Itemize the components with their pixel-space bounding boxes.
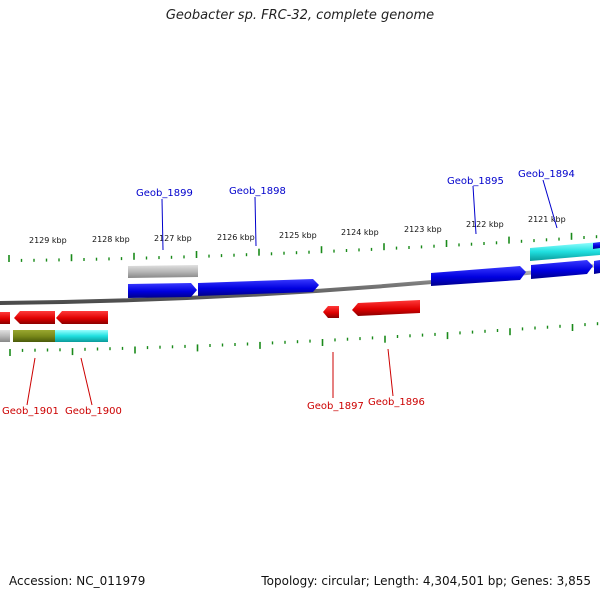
- leader-geob-1898: [254, 196, 257, 247]
- gene-geob-1895[interactable]: [431, 266, 526, 286]
- label-geob-1894[interactable]: Geob_1894: [518, 169, 575, 180]
- gene-geob-1894[interactable]: [531, 260, 593, 279]
- tick-label-2125: 2125 kbp: [279, 231, 317, 240]
- gene-geob-1901[interactable]: [14, 311, 55, 324]
- tick-label-2126: 2126 kbp: [217, 233, 255, 242]
- accession-text: Accession: NC_011979: [9, 574, 146, 588]
- gene-geob-1898[interactable]: [198, 279, 319, 296]
- tick-label-2124: 2124 kbp: [341, 228, 379, 237]
- gene-edge-blue-right[interactable]: [594, 260, 600, 274]
- label-geob-1899[interactable]: Geob_1899: [136, 188, 193, 199]
- tick-label-2127: 2127 kbp: [154, 234, 192, 243]
- reverse-genes: [0, 300, 420, 342]
- gene-geob-1899-gray[interactable]: [128, 265, 198, 278]
- gene-geob-1900[interactable]: [56, 311, 108, 324]
- label-geob-1895[interactable]: Geob_1895: [447, 176, 504, 187]
- tick-label-2128: 2128 kbp: [92, 235, 130, 244]
- leader-geob-1894: [542, 179, 558, 229]
- gene-edge-red-left[interactable]: [0, 312, 10, 324]
- inner-tick-row: [9, 322, 599, 356]
- tick-label-2123: 2123 kbp: [404, 225, 442, 234]
- gene-geob-1896[interactable]: [352, 300, 420, 316]
- gene-geob-1899[interactable]: [128, 283, 197, 298]
- leader-geob-1896: [387, 348, 394, 397]
- gene-edge-blue-top[interactable]: [593, 242, 600, 249]
- gene-labels: Geob_1899 Geob_1898 Geob_1895 Geob_1894 …: [2, 169, 575, 417]
- forward-genes: [128, 242, 600, 298]
- tick-label-2122: 2122 kbp: [466, 220, 504, 229]
- label-geob-1901[interactable]: Geob_1901: [2, 406, 59, 417]
- label-leaders: [26, 179, 558, 406]
- label-geob-1897[interactable]: Geob_1897: [307, 401, 364, 412]
- tick-label-2121: 2121 kbp: [528, 215, 566, 224]
- map-title: Geobacter sp. FRC-32, complete genome: [165, 8, 435, 23]
- genome-summary-text: Topology: circular; Length: 4,304,501 bp…: [261, 574, 591, 588]
- tick-label-2129: 2129 kbp: [29, 236, 67, 245]
- outer-tick-row: [8, 232, 598, 262]
- gene-geob-1894-cyan[interactable]: [530, 242, 600, 261]
- label-geob-1900[interactable]: Geob_1900: [65, 406, 122, 417]
- leader-geob-1901: [26, 357, 36, 406]
- leader-geob-1900: [80, 357, 93, 406]
- label-geob-1896[interactable]: Geob_1896: [368, 397, 425, 408]
- leader-geob-1899: [161, 198, 164, 251]
- tick-label-group: 2129 kbp 2128 kbp 2127 kbp 2126 kbp 2125…: [29, 215, 566, 245]
- leader-geob-1895: [472, 185, 477, 235]
- label-geob-1898[interactable]: Geob_1898: [229, 186, 286, 197]
- gene-edge-gray-left[interactable]: [0, 330, 10, 342]
- gene-geob-1900-cyan[interactable]: [55, 330, 108, 342]
- gene-geob-1901-olive[interactable]: [13, 330, 55, 342]
- gene-geob-1897[interactable]: [323, 306, 339, 318]
